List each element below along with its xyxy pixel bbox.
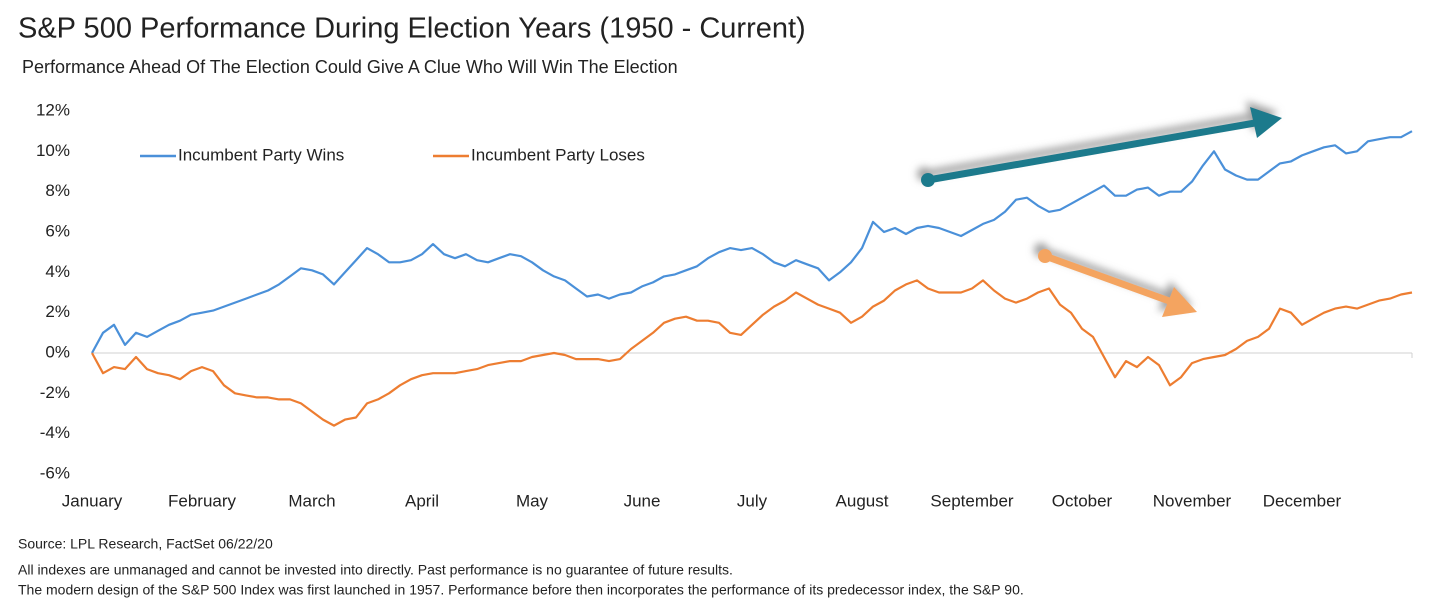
chart-subtitle: Performance Ahead Of The Election Could … [22,57,678,77]
x-tick-label: April [405,491,439,510]
arrow [927,119,1256,184]
legend-label: Incumbent Party Loses [471,145,645,164]
x-tick-label: November [1153,491,1232,510]
x-tick-label: September [930,491,1013,510]
arrow-head [1162,287,1197,317]
source: Source: LPL Research, FactSet 06/22/20 [18,536,273,552]
note: All indexes are unmanaged and cannot be … [18,562,733,578]
line [91,130,1413,354]
x-tick-label: July [737,491,768,510]
y-tick-label: 0% [45,342,70,361]
y-tick-label: 12% [36,100,70,119]
x-tick-label: August [836,491,889,510]
arrow-tail [1038,249,1052,263]
arrow-tail [921,173,935,187]
y-tick-label: 4% [45,262,70,281]
x-tick-label: December [1263,491,1342,510]
note: The modern design of the S&P 500 Index w… [18,582,1024,598]
annotation-arrows [921,107,1282,317]
y-tick-label: -6% [40,463,70,482]
x-tick-label: May [516,491,549,510]
x-tick-label: June [624,491,661,510]
y-tick-label: -4% [40,423,70,442]
y-tick-label: 8% [45,181,70,200]
arrow [1043,252,1174,306]
chart-title: S&P 500 Performance During Election Year… [18,13,806,45]
x-tick-label: October [1052,491,1113,510]
y-tick-label: 10% [36,141,70,160]
y-tick-label: 2% [45,302,70,321]
y-tick-label: -2% [40,383,70,402]
x-tick-label: January [62,491,123,510]
x-tick-label: March [288,491,335,510]
legend-label: Incumbent Party Wins [178,145,344,164]
x-tick-label: February [168,491,237,510]
line [91,279,1413,427]
arrow-head [1250,107,1282,138]
y-tick-label: 6% [45,221,70,240]
